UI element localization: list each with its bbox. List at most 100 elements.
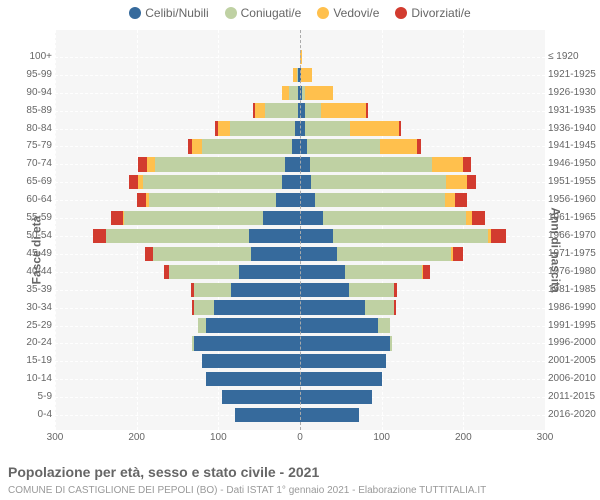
birth-tick: 1961-1965 xyxy=(548,213,600,223)
female-bar xyxy=(300,283,397,297)
male-bar xyxy=(206,372,300,386)
bar-segment xyxy=(235,408,300,422)
birth-tick: 2011-2015 xyxy=(548,392,600,402)
age-tick: 5-9 xyxy=(0,392,52,402)
birth-tick: 1926-1930 xyxy=(548,88,600,98)
bar-segment xyxy=(300,318,378,332)
bar-segment xyxy=(472,211,485,225)
bar-segment xyxy=(192,139,202,153)
bar-segment xyxy=(350,121,399,135)
bar-segment xyxy=(446,175,466,189)
male-bar xyxy=(93,229,300,243)
x-tick: 300 xyxy=(537,432,554,443)
bar-segment xyxy=(366,103,368,117)
age-tick: 95-99 xyxy=(0,70,52,80)
male-bar xyxy=(253,103,300,117)
x-tick: 300 xyxy=(47,432,64,443)
bar-segment xyxy=(307,139,381,153)
bar-segment xyxy=(106,229,249,243)
x-tick: 100 xyxy=(210,432,227,443)
legend-swatch xyxy=(225,7,237,19)
legend-item: Vedovi/e xyxy=(317,6,379,20)
female-bar xyxy=(300,193,467,207)
birth-tick: 1981-1985 xyxy=(548,285,600,295)
chart-subtitle: COMUNE DI CASTIGLIONE DEI PEPOLI (BO) - … xyxy=(8,485,486,496)
female-bar xyxy=(300,175,476,189)
bar-segment xyxy=(337,247,451,261)
plot-area xyxy=(55,30,545,430)
bar-segment xyxy=(138,157,146,171)
male-bar xyxy=(235,408,300,422)
bar-segment xyxy=(300,157,310,171)
bar-segment xyxy=(300,283,349,297)
bar-segment xyxy=(305,103,321,117)
bar-segment xyxy=(432,157,463,171)
age-tick: 45-49 xyxy=(0,249,52,259)
male-bar xyxy=(215,121,300,135)
legend-swatch xyxy=(317,7,329,19)
bar-segment xyxy=(417,139,421,153)
birth-tick: 1971-1975 xyxy=(548,249,600,259)
bar-segment xyxy=(300,175,311,189)
legend-label: Vedovi/e xyxy=(333,6,379,20)
bar-segment xyxy=(300,408,359,422)
bar-segment xyxy=(214,300,300,314)
bar-segment xyxy=(399,121,401,135)
bar-segment xyxy=(300,265,345,279)
bar-segment xyxy=(292,139,300,153)
female-bar xyxy=(300,157,471,171)
bar-segment xyxy=(349,283,394,297)
male-bar xyxy=(111,211,300,225)
legend-label: Coniugati/e xyxy=(241,6,302,20)
age-tick: 10-14 xyxy=(0,374,52,384)
bar-segment xyxy=(463,157,471,171)
bar-segment xyxy=(222,390,300,404)
age-tick: 85-89 xyxy=(0,106,52,116)
bar-segment xyxy=(93,229,106,243)
bar-segment xyxy=(394,283,397,297)
bar-segment xyxy=(147,157,155,171)
age-tick: 70-74 xyxy=(0,159,52,169)
x-axis-ticks: 3002001000100200300 xyxy=(55,432,545,446)
age-tick: 65-69 xyxy=(0,177,52,187)
age-tick: 40-44 xyxy=(0,267,52,277)
legend-label: Celibi/Nubili xyxy=(145,6,208,20)
bar-segment xyxy=(255,103,265,117)
legend-item: Celibi/Nubili xyxy=(129,6,208,20)
birth-tick: 1976-1980 xyxy=(548,267,600,277)
birth-tick: 1931-1935 xyxy=(548,106,600,116)
bar-segment xyxy=(265,103,298,117)
bar-segment xyxy=(153,247,251,261)
female-bar xyxy=(300,86,333,100)
birth-tick: 1921-1925 xyxy=(548,70,600,80)
age-tick: 20-24 xyxy=(0,338,52,348)
birth-tick: 1996-2000 xyxy=(548,338,600,348)
female-bar xyxy=(300,390,372,404)
bar-segment xyxy=(300,390,372,404)
female-bar xyxy=(300,229,506,243)
bar-segment xyxy=(380,139,417,153)
birth-tick: ≤ 1920 xyxy=(548,52,600,62)
bar-segment xyxy=(300,247,337,261)
bar-segment xyxy=(285,157,300,171)
birth-tick: 2006-2010 xyxy=(548,374,600,384)
bar-segment xyxy=(310,157,433,171)
bar-segment xyxy=(206,318,300,332)
female-bar xyxy=(300,247,463,261)
male-bar xyxy=(188,139,300,153)
bar-segment xyxy=(145,247,153,261)
bar-segment xyxy=(155,157,286,171)
bar-segment xyxy=(300,336,390,350)
bar-segment xyxy=(149,193,276,207)
male-bar xyxy=(282,86,300,100)
birth-tick: 1956-1960 xyxy=(548,195,600,205)
male-bar xyxy=(191,283,300,297)
male-bar xyxy=(198,318,300,332)
chart-container: Celibi/NubiliConiugati/eVedovi/eDivorzia… xyxy=(0,0,600,500)
age-tick: 25-29 xyxy=(0,321,52,331)
chart-title: Popolazione per età, sesso e stato civil… xyxy=(8,464,319,480)
bar-segment xyxy=(143,175,282,189)
age-tick: 0-4 xyxy=(0,410,52,420)
bar-segment xyxy=(231,283,300,297)
age-tick: 75-79 xyxy=(0,141,52,151)
